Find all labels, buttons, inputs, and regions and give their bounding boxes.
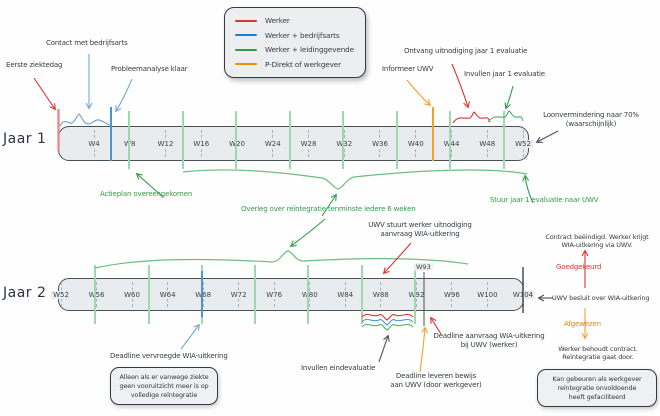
annotation-loonvermindering: Loonvermindering naar 70% (waarschijnlij… [543,111,639,128]
week-tick-label: W84 [335,290,356,299]
legend-label: Werker + bedrijfsarts [265,30,340,40]
week-tick-label: W40 [405,139,426,148]
legend-item-bedrijfsarts: Werker + bedrijfsarts [235,31,355,40]
week-tick-label: W72 [228,290,249,299]
week-tick-label: W76 [264,290,285,299]
legend-item-leidinggevende: Werker + leidinggevende [235,45,355,54]
legend-box: Werker Werker + bedrijfsarts Werker + le… [224,7,366,78]
annotation-uwv-stuurt-uitnodiging: UWV stuurt werker uitnodiging aanvraag W… [368,221,472,238]
week-tick-label: W32 [334,139,355,148]
week-tick-label: W88 [370,290,391,299]
eindevaluatie-squiggle-werker [361,313,414,321]
jaar2-week-ticks: W52 W56 W60 W64 W68 W72 W76 W80 W84 W88 W92 W96 W100… [51,279,536,310]
arrow-probleemanalyse [115,78,133,113]
legend-item-pdirekt: P-Direkt of werkgever [235,60,355,69]
jaar2-title: Jaar 2 [3,285,47,301]
arrow-invullen-eindevaluatie [378,334,390,363]
annotation-actieplan: Actieplan overeengekomen [100,190,193,198]
legend-line-leidinggevende [235,48,257,51]
note-box-boete: Kan gebeuren als werkgever reïntegratie … [537,369,657,408]
annotation-probleemanalyse: Probleemanalyse klaar [111,65,188,73]
legend-label: Werker + leidinggevende [265,45,354,54]
week-tick-label: W92 [406,290,427,299]
arrow-overleg-naar-jaar2 [289,218,326,247]
annotation-werker-behoudt: Werker behoudt contract. Reïntegratie ga… [558,345,638,362]
note-box-vervroegd: Alleen als er vanwege ziekte geen voorui… [110,367,218,406]
annotation-stuur-jaar1: Stuur jaar 1 evaluatie naar UWV [490,196,599,204]
week-tick-label: W20 [227,139,247,148]
w93-marker-label: W93 [414,263,433,271]
week-tick-label: W48 [477,139,498,148]
annotation-goedgekeurd: Goedgekeurd [556,263,602,271]
jaar1-timeline-bar: W4 W8 W12 W16 W20 W24 W28 W32 W36 W40 W44 W48 W52 [58,126,533,161]
week-tick-label: W80 [299,290,320,299]
week-tick-label: W16 [191,139,212,148]
legend-line-werker [235,19,257,22]
week-tick-label: W100 [475,290,500,299]
week-tick-label: W104 [510,290,536,299]
week-tick-label: W8 [122,139,138,148]
week-tick-label: W96 [442,290,462,299]
contact-bedrijfsarts-squiggle [59,113,112,127]
legend-label: Werker [265,16,290,25]
jaar1-title: Jaar 1 [3,131,47,147]
jaar1-week-ticks: W4 W8 W12 W16 W20 W24 W28 W32 W36 W40 W44 W48 W52 [86,127,533,160]
legend-label: P-Direkt of werkgever [265,59,341,69]
arrow-informeer-uwv [406,79,432,107]
annotation-deadline-aanvraag: Deadline aanvraag WIA-uitkering bij UWV … [433,332,545,349]
week-tick-label: W52 [513,139,533,148]
week-tick-label: W60 [122,290,142,299]
ontvang-uitnodiging-squiggle [452,111,491,124]
annotation-ontvang-uitnodiging: Ontvang uitnodiging jaar 1 evaluatie [404,47,528,55]
week-tick-label: W64 [157,290,178,299]
annotation-invullen-eindevaluatie: Invullen eindevaluatie [301,364,376,372]
legend-line-bedrijfsarts [235,34,257,36]
legend-item-werker: Werker [235,16,355,25]
week-tick-label: W24 [262,139,283,148]
arrow-invullen-jaar1 [504,85,514,110]
annotation-invullen-jaar1: Invullen jaar 1 evaluatie [464,70,545,78]
jaar1-overleg-brace [182,169,528,190]
annotation-deadline-leveren: Deadline leveren bewijs aan UWV (door we… [390,372,482,389]
arrow-deadline-leveren [419,326,429,373]
jaar2-timeline-bar: W52 W56 W60 W64 W68 W72 W76 W80 W84 W88 W92 W96 W100… [51,278,536,311]
annotation-contact-bedrijfsarts: Contact met bedrijfsarts [46,39,128,47]
annotation-uwv-besluit: UWV besluit over WIA-uitkering [552,294,650,302]
jaar2-overleg-brace [94,250,469,269]
week-tick-label: W4 [86,139,102,148]
arrow-loonvermindering [535,130,559,143]
annotation-deadline-vervroegd: Deadline vervroegde WIA-uitkering [110,352,228,360]
annotation-informeer-uwv: Informeer UWV [382,65,434,73]
annotation-contract-beeindigd: Contract beëindigd. Werker krijgt WIA-ui… [545,233,649,250]
arrow-eerste-ziektedag [33,77,56,111]
week-tick-label: W44 [441,139,462,148]
arrow-uwv-stuurt-uitnodiging [382,242,412,275]
annotation-afgewezen: Afgewezen [564,320,601,328]
eindevaluatie-squiggle-bedrijfsarts [361,318,414,326]
week-tick-label: W28 [298,139,319,148]
week-tick-label: W68 [193,290,214,299]
invullen-jaar1-squiggle [487,110,524,123]
legend-line-pdirekt [235,63,257,65]
annotation-eerste-ziektedag: Eerste ziektedag [6,61,63,69]
arrow-deadline-vervroegd [180,323,200,350]
week-tick-label: W56 [86,290,107,299]
week-tick-label: W52 [51,290,71,299]
annotation-overleg-6-weken: Overleg over reïntegratie tenminste iede… [241,205,416,213]
week-tick-label: W36 [370,139,390,148]
eindevaluatie-squiggle-leidinggevende [361,323,414,331]
week-tick-label: W12 [155,139,176,148]
